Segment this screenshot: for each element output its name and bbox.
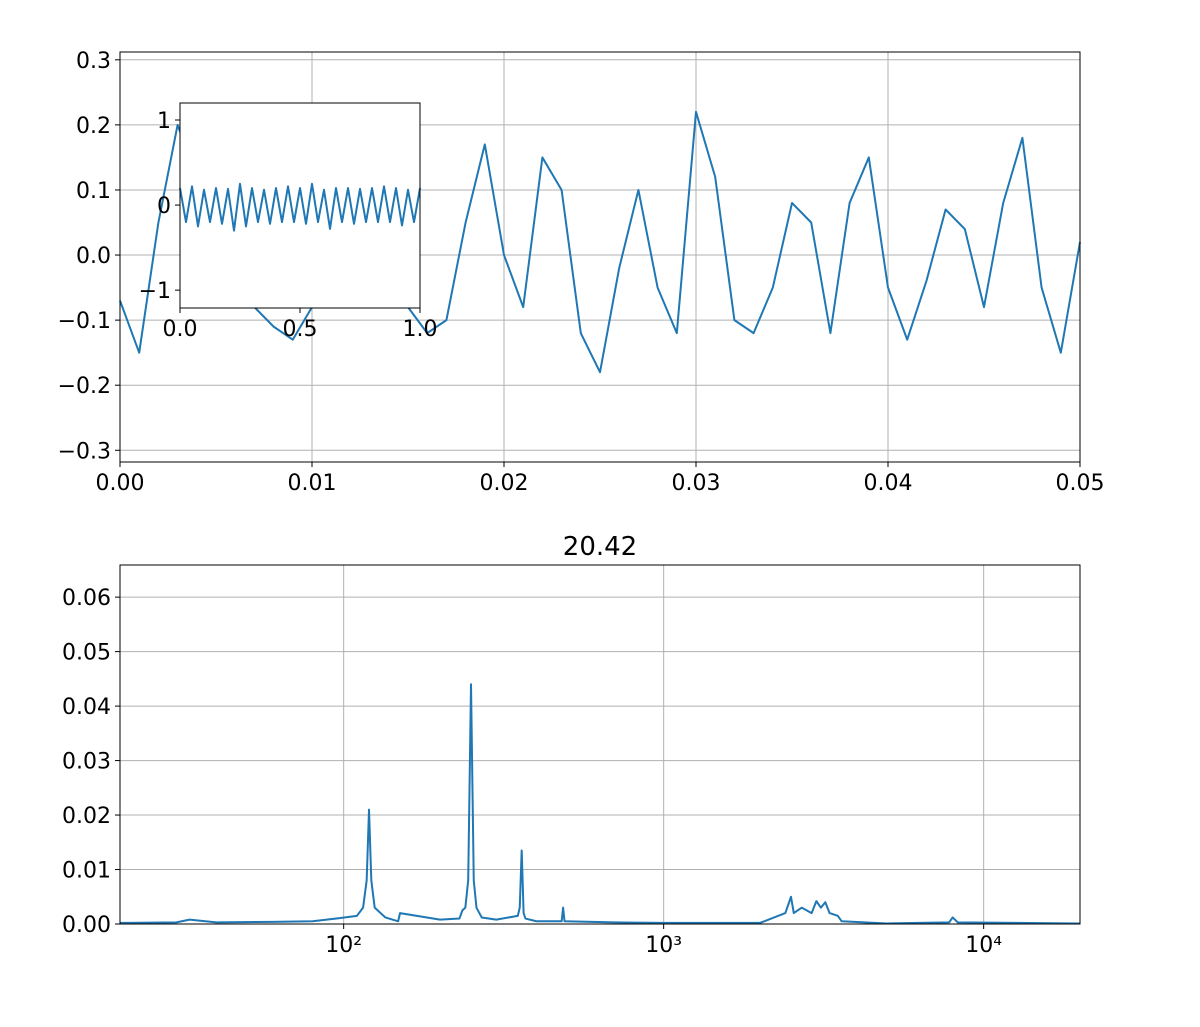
x-tick-label: 0.0 <box>163 317 198 342</box>
x-tick-label: 0.04 <box>864 471 913 496</box>
x-tick-label: 10³ <box>645 933 682 958</box>
y-tick-label: −0.2 <box>58 374 111 399</box>
axes: 0.0 0.5 1.0 −1 0 1 <box>139 102 438 342</box>
x-tick-label: 1.0 <box>403 317 438 342</box>
x-tick-label: 0.02 <box>480 471 529 496</box>
axes-frame <box>179 102 421 309</box>
x-tick-label: 0.01 <box>288 471 337 496</box>
axes: 10² 10³ 10⁴ 0.00 0.01 0.02 0.03 0.04 0.05 0.06 20.… <box>62 532 1081 958</box>
x-tick-label: 0.03 <box>672 471 721 496</box>
y-tick-label: 0.0 <box>76 244 111 269</box>
y-tick-label: −0.3 <box>58 439 111 464</box>
x-tick-label: 0.5 <box>283 317 318 342</box>
axes-frame <box>119 51 1081 463</box>
data-line <box>119 110 1081 374</box>
y-tick-label: 0 <box>157 194 171 219</box>
plot-area <box>180 103 420 308</box>
data-line <box>119 683 1081 925</box>
y-tick-label: 0.06 <box>62 586 111 611</box>
x-tick-label: 10² <box>325 933 362 958</box>
x-tick-label: 10⁴ <box>965 933 1002 958</box>
y-tick-label: 0.00 <box>62 913 111 938</box>
y-tick-label: 0.01 <box>62 859 111 884</box>
y-tick-label: 0.2 <box>76 114 111 139</box>
y-tick-label: 0.03 <box>62 750 111 775</box>
y-tick-label: −1 <box>139 279 171 304</box>
y-tick-label: 0.1 <box>76 179 111 204</box>
x-tick-label: 0.05 <box>1056 471 1105 496</box>
y-tick-label: 0.05 <box>62 641 111 666</box>
y-tick-label: 0.04 <box>62 695 111 720</box>
y-tick-label: −0.1 <box>58 309 111 334</box>
axes-frame <box>119 564 1081 925</box>
chart-title: 20.42 <box>563 532 637 562</box>
y-tick-label: 0.3 <box>76 49 111 74</box>
y-tick-label: 1 <box>157 109 171 134</box>
plot-area <box>120 565 1080 924</box>
y-tick-label: 0.02 <box>62 804 111 829</box>
x-tick-label: 0.00 <box>96 471 145 496</box>
data-line <box>179 182 421 232</box>
